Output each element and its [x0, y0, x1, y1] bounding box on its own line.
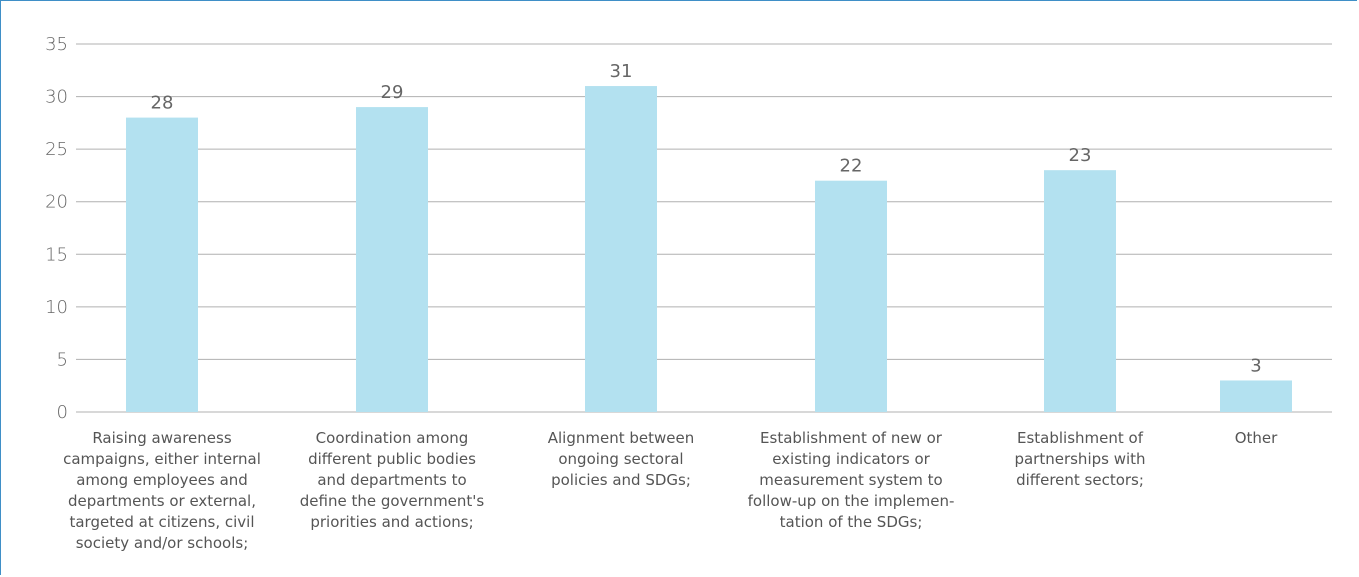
bar	[815, 180, 887, 412]
x-category-label-line: ongoing sectoral	[558, 450, 683, 468]
x-category-label-line: departments or external,	[68, 492, 256, 510]
x-category-label-line: define the government's	[300, 492, 485, 510]
bar	[1044, 170, 1116, 412]
bar-value-label: 31	[610, 61, 633, 82]
bar-value-label: 29	[381, 82, 404, 103]
x-category-label-line: different public bodies	[308, 450, 476, 468]
x-category-label-line: targeted at citizens, civil	[69, 513, 254, 531]
bar-value-label: 3	[1250, 355, 1261, 376]
x-category-label-line: Other	[1235, 429, 1278, 447]
x-category-label: Coordination among different public bodie…	[300, 429, 485, 531]
x-category-label-line: priorities and actions;	[310, 513, 473, 531]
x-category-label-line: follow-up on the implemen-	[748, 492, 955, 510]
bar-value-label: 22	[840, 156, 863, 177]
x-category-label-line: measurement system to	[759, 471, 942, 489]
x-category-label-line: and departments to	[317, 471, 466, 489]
y-tick-label: 25	[45, 139, 68, 160]
x-category-label-line: campaigns, either internal	[63, 450, 261, 468]
x-axis-labels: Raising awareness campaigns, either inter…	[63, 429, 1278, 552]
y-axis-ticks: 0 5 10 15 20 25 30 35	[45, 34, 68, 423]
x-category-label-line: society and/or schools;	[76, 534, 249, 552]
data-labels: 28 29 31 22 23 3	[151, 61, 1262, 376]
gridlines	[76, 43, 1332, 413]
x-category-label-line: tation of the SDGs;	[780, 513, 923, 531]
y-tick-label: 15	[45, 244, 68, 265]
y-tick-label: 20	[45, 192, 68, 213]
x-category-label: Other	[1235, 429, 1278, 447]
x-category-label-line: Alignment between	[548, 429, 694, 447]
bar-value-label: 23	[1069, 145, 1092, 166]
bar	[126, 117, 198, 412]
x-category-label: Alignment between ongoing sectoral policie…	[548, 429, 694, 489]
bar	[356, 107, 428, 412]
x-category-label-line: Establishment of	[1017, 429, 1144, 447]
bar	[1220, 380, 1292, 412]
x-category-label-line: Coordination among	[316, 429, 469, 447]
x-category-label-line: among employees and	[76, 471, 248, 489]
x-category-label: Establishment of new or existing indicato…	[748, 429, 955, 531]
y-tick-label: 5	[57, 349, 68, 370]
x-category-label-line: Raising awareness	[92, 429, 231, 447]
x-category-label-line: Establishment of new or	[760, 429, 943, 447]
y-tick-label: 30	[45, 87, 68, 108]
y-tick-label: 10	[45, 297, 68, 318]
y-tick-label: 35	[45, 34, 68, 55]
x-category-label-line: policies and SDGs;	[551, 471, 691, 489]
bar-value-label: 28	[151, 93, 174, 114]
x-category-label-line: existing indicators or	[772, 450, 930, 468]
x-category-label-line: different sectors;	[1016, 471, 1144, 489]
y-tick-label: 0	[57, 402, 68, 423]
x-category-label: Raising awareness campaigns, either inter…	[63, 429, 261, 552]
x-category-label-line: partnerships with	[1014, 450, 1145, 468]
bar	[585, 86, 657, 413]
bars	[126, 86, 1292, 413]
x-category-label: Establishment of partnerships with differe…	[1014, 429, 1145, 489]
